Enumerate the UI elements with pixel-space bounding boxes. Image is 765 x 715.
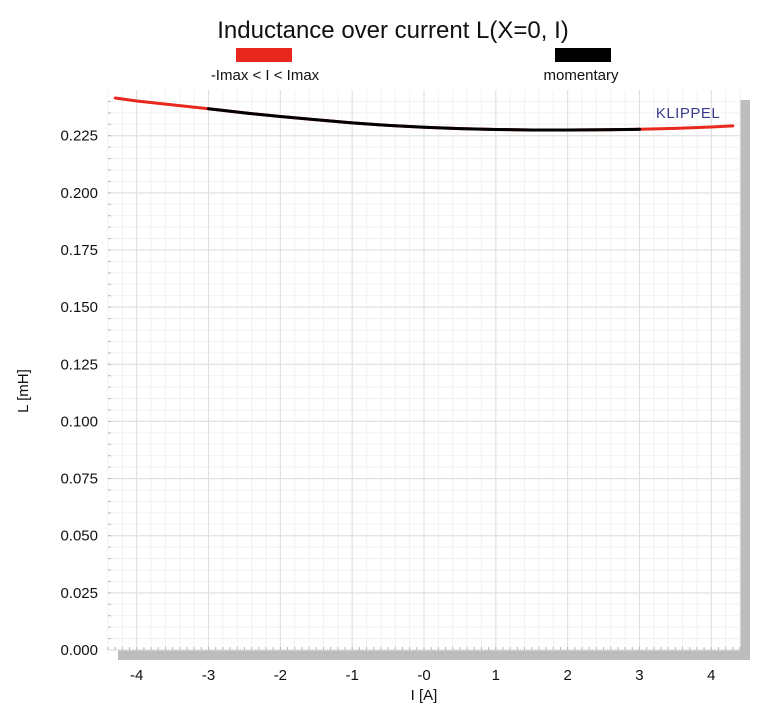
y-tick-label: 0.075 (60, 471, 98, 488)
legend-swatch-range (236, 48, 292, 62)
series (113, 96, 735, 132)
y-axis-label: L [mH] (15, 369, 32, 413)
x-tick-label: 4 (707, 667, 715, 684)
legend: -Imax < I < Imax momentary (211, 48, 619, 84)
x-tick-label: -2 (274, 667, 287, 684)
chart-title: Inductance over current L(X=0, I) (217, 17, 569, 44)
y-tick-label: 0.225 (60, 128, 98, 145)
y-tick-label: 0.100 (60, 413, 98, 430)
ticks: -4 -3 -2 -1 -0 1 2 3 4 0.000 0.025 0.050 0.075 0.100 0… (60, 100, 741, 684)
x-tick-label: -1 (346, 667, 359, 684)
y-tick-label: 0.000 (60, 642, 98, 659)
brand-label: KLIPPEL (656, 105, 720, 122)
grid (107, 90, 741, 651)
x-axis-label: I [A] (411, 687, 438, 704)
legend-swatch-momentary (555, 48, 611, 62)
y-tick-label: 0.050 (60, 528, 98, 545)
legend-label-range: -Imax < I < Imax (211, 67, 320, 84)
x-tick-label: 3 (635, 667, 643, 684)
y-tick-label: 0.150 (60, 299, 98, 316)
x-tick-label: 1 (492, 667, 500, 684)
y-tick-label: 0.125 (60, 356, 98, 373)
y-tick-label: 0.175 (60, 242, 98, 259)
series-line-1 (207, 107, 641, 132)
x-tick-label: -4 (130, 667, 143, 684)
x-tick-label: -3 (202, 667, 215, 684)
x-tick-label: -0 (417, 667, 430, 684)
y-tick-label: 0.025 (60, 585, 98, 602)
y-tick-label: 0.200 (60, 185, 98, 202)
legend-label-momentary: momentary (543, 67, 619, 84)
x-tick-label: 2 (563, 667, 571, 684)
